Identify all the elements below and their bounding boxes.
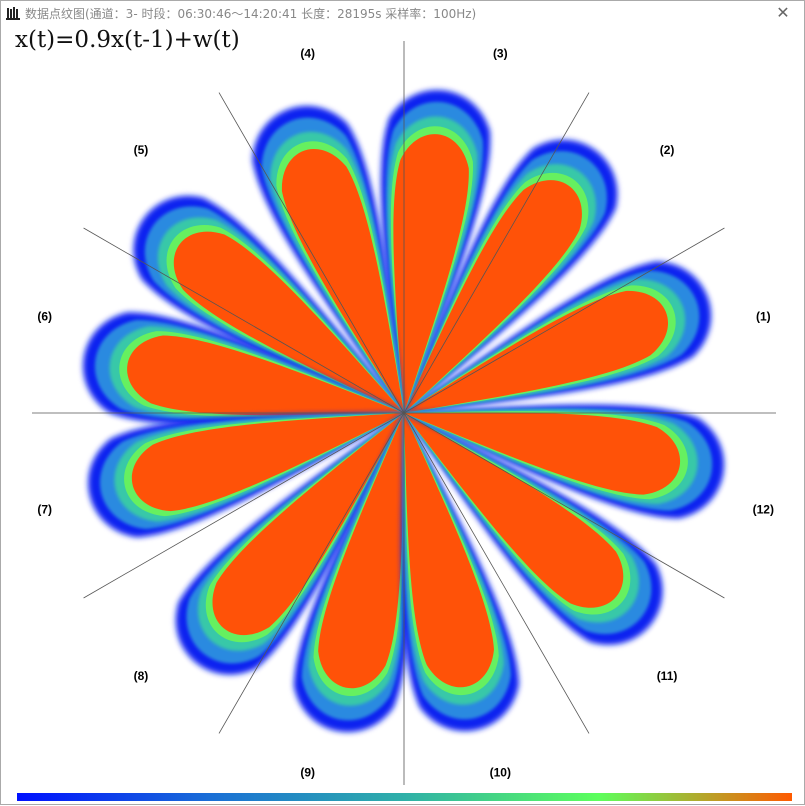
petal-1 [404,261,711,413]
petal-6 [83,312,404,425]
sector-label: (7) [37,502,52,516]
density-high [404,290,668,413]
petal-9 [293,413,410,733]
petal-4 [252,106,404,413]
sector-label: (1) [756,310,771,324]
sector-label: (2) [660,143,675,157]
petal-2 [404,139,618,413]
sector-dividers [32,41,776,785]
colorbar [17,793,792,801]
density-high [131,413,404,512]
close-icon: ✕ [776,3,790,22]
sector-labels: (1) (2) (3) (4) (5) (6) (7) (8) (9) (10) (11) (12) [37,47,774,780]
bar-chart-icon [6,7,20,20]
density-high [173,231,404,413]
petal-5 [133,195,404,413]
sector-label: (10) [490,765,511,779]
sector-divider [403,412,725,599]
sector-label: (3) [493,47,508,61]
sector-divider [403,227,725,414]
chart-title: x(t)=0.9x(t-1)+w(t) [15,27,240,53]
title-bar: 数据点纹图(通道：3- 时段：06:30:46～14:20:41 长度：2819… [1,1,804,25]
sector-label: (4) [300,47,315,61]
density-high [404,412,681,495]
density-high [404,413,624,608]
density-high [404,413,494,688]
sector-divider [218,412,405,734]
petal-7 [88,413,404,538]
sector-label: (6) [37,310,52,324]
density-high [281,149,404,413]
close-button[interactable]: ✕ [768,3,798,23]
density-high [212,413,404,636]
petal-12 [404,404,724,519]
petal-8 [175,413,404,675]
sector-divider [403,412,590,734]
window-title: 数据点纹图(通道：3- 时段：06:30:46～14:20:41 长度：2819… [25,7,477,21]
density-high [404,180,582,413]
sector-label: (8) [134,669,149,683]
sector-label: (11) [657,669,678,683]
sector-divider [218,92,405,414]
density-high [318,413,404,689]
sector-divider [83,227,405,414]
sector-label: (9) [300,765,315,779]
sector-divider [403,92,590,414]
sector-label: (5) [134,143,149,157]
density-high [393,134,469,413]
sector-divider [83,412,405,599]
petal-10 [401,413,519,732]
petals-layer [83,90,724,733]
density-high [127,335,404,416]
petal-11 [404,413,663,645]
petal-3 [381,90,491,413]
sector-label: (12) [753,502,774,516]
